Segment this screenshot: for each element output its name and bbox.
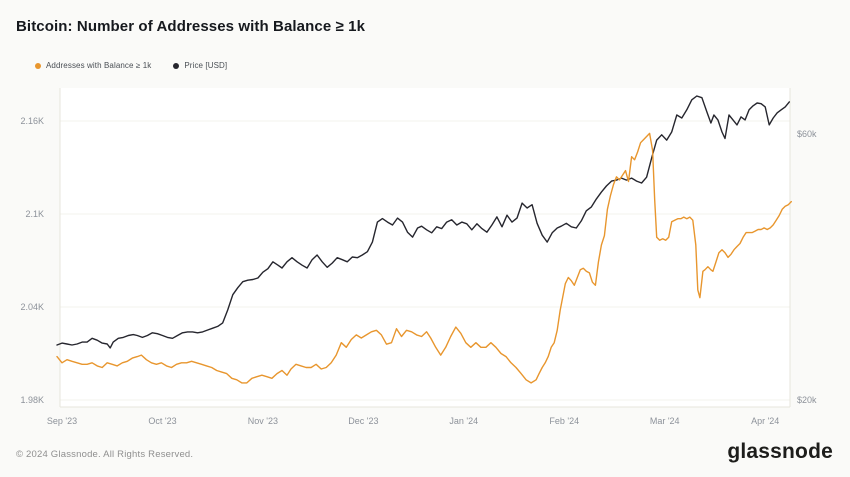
legend-label-price: Price [USD] [184,61,228,70]
legend-item-price[interactable]: Price [USD] [173,61,227,70]
glassnode-logo: glassnode [727,440,833,463]
x-axis-tick-label: Mar '24 [650,416,680,426]
legend-item-addresses[interactable]: Addresses with Balance ≥ 1k [35,61,151,70]
right-axis-tick-label: $60k [797,129,817,139]
left-axis-tick-label: 2.1K [25,209,44,219]
x-axis-tick-label: Dec '23 [348,416,378,426]
x-axis-tick-label: Apr '24 [751,416,779,426]
page-title: Bitcoin: Number of Addresses with Balanc… [16,18,366,35]
x-axis-tick-label: Nov '23 [248,416,278,426]
legend-label-addresses: Addresses with Balance ≥ 1k [46,61,152,70]
plot-area[interactable] [60,88,790,407]
price-line [56,95,790,349]
right-axis-tick-label: $20k [797,395,817,405]
left-axis-tick-label: 2.16K [20,116,44,126]
left-axis-tick-label: 2.04K [20,302,44,312]
left-axis-tick-label: 1.98K [20,395,44,405]
x-axis-tick-label: Oct '23 [148,416,176,426]
x-axis-tick-label: Feb '24 [549,416,579,426]
addresses-line [56,132,792,384]
price-series-dot-icon [173,62,180,69]
x-axis-tick-label: Sep '23 [47,416,77,426]
x-axis-tick-label: Jan '24 [449,416,478,426]
addresses-series-dot-icon [35,62,41,69]
chart-legend: Addresses with Balance ≥ 1k Price [USD] [35,61,227,70]
copyright-text: © 2024 Glassnode. All Rights Reserved. [16,449,194,460]
